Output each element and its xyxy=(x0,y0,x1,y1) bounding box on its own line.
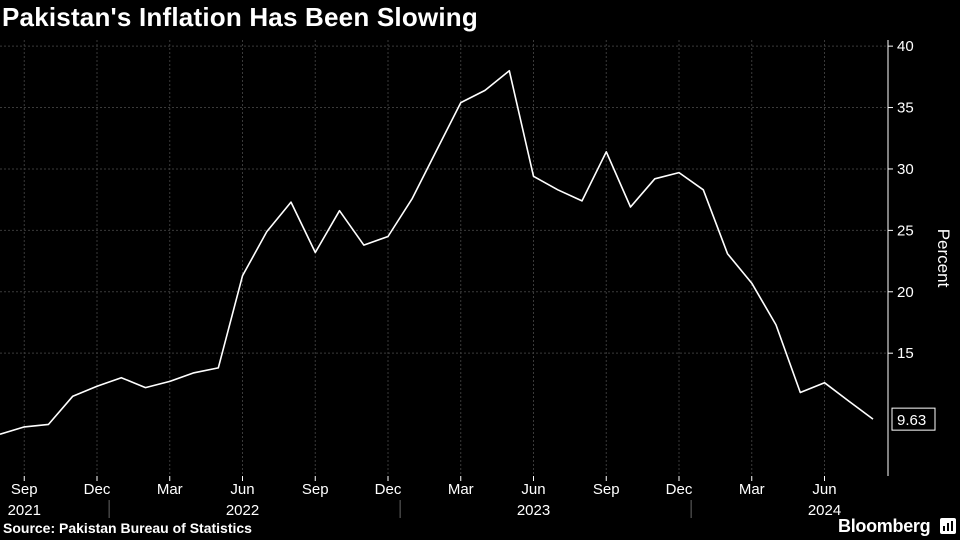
x-tick-label-month: Dec xyxy=(375,481,402,498)
x-tick-label-month: Sep xyxy=(11,481,38,498)
source-note: Source: Pakistan Bureau of Statistics xyxy=(3,520,252,536)
x-tick-label-year: 2023 xyxy=(517,502,550,519)
x-tick-label-month: Jun xyxy=(521,481,545,498)
x-tick-label-month: Mar xyxy=(448,481,474,498)
x-tick-label-month: Sep xyxy=(593,481,620,498)
y-axis-label: Percent xyxy=(934,229,953,288)
x-tick-label-year: 2021 xyxy=(8,502,41,519)
x-tick-label-month: Dec xyxy=(84,481,111,498)
bloomberg-logo: Bloomberg xyxy=(838,516,931,536)
x-tick-label-year: 2024 xyxy=(808,502,841,519)
y-tick-label: 30 xyxy=(897,161,914,178)
inflation-series-line xyxy=(0,69,874,435)
x-tick-label-month: Mar xyxy=(739,481,765,498)
last-value-label: 9.63 xyxy=(897,412,926,429)
x-tick-label-year: 2022 xyxy=(226,502,259,519)
y-axis: 15 20 25 30 35 40 xyxy=(887,38,914,476)
bloomberg-terminal-icon xyxy=(940,518,956,534)
x-tick-label-month: Dec xyxy=(666,481,693,498)
chart-title: Pakistan's Inflation Has Been Slowing xyxy=(2,2,478,32)
x-axis: Sep 2021 Dec Mar Jun 2022 Sep Dec Mar Jun 2023 Sep D… xyxy=(8,476,841,519)
last-value-box xyxy=(891,407,936,431)
x-tick-label-month: Jun xyxy=(812,481,836,498)
y-tick-label: 20 xyxy=(897,284,914,301)
y-tick-label: 40 xyxy=(897,38,914,55)
x-tick-label-month: Sep xyxy=(302,481,329,498)
y-tick-label: 35 xyxy=(897,100,914,117)
series-layer: 9.63 xyxy=(0,69,936,435)
y-tick-label: 25 xyxy=(897,222,914,239)
y-tick-label: 15 xyxy=(897,345,914,362)
grid-lines xyxy=(0,40,888,476)
x-tick-label-month: Mar xyxy=(157,481,183,498)
x-tick-label-month: Jun xyxy=(230,481,254,498)
